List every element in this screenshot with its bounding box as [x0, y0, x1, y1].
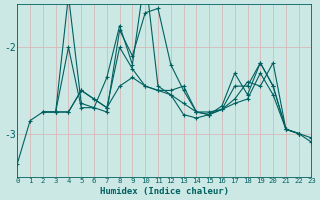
X-axis label: Humidex (Indice chaleur): Humidex (Indice chaleur) [100, 187, 229, 196]
